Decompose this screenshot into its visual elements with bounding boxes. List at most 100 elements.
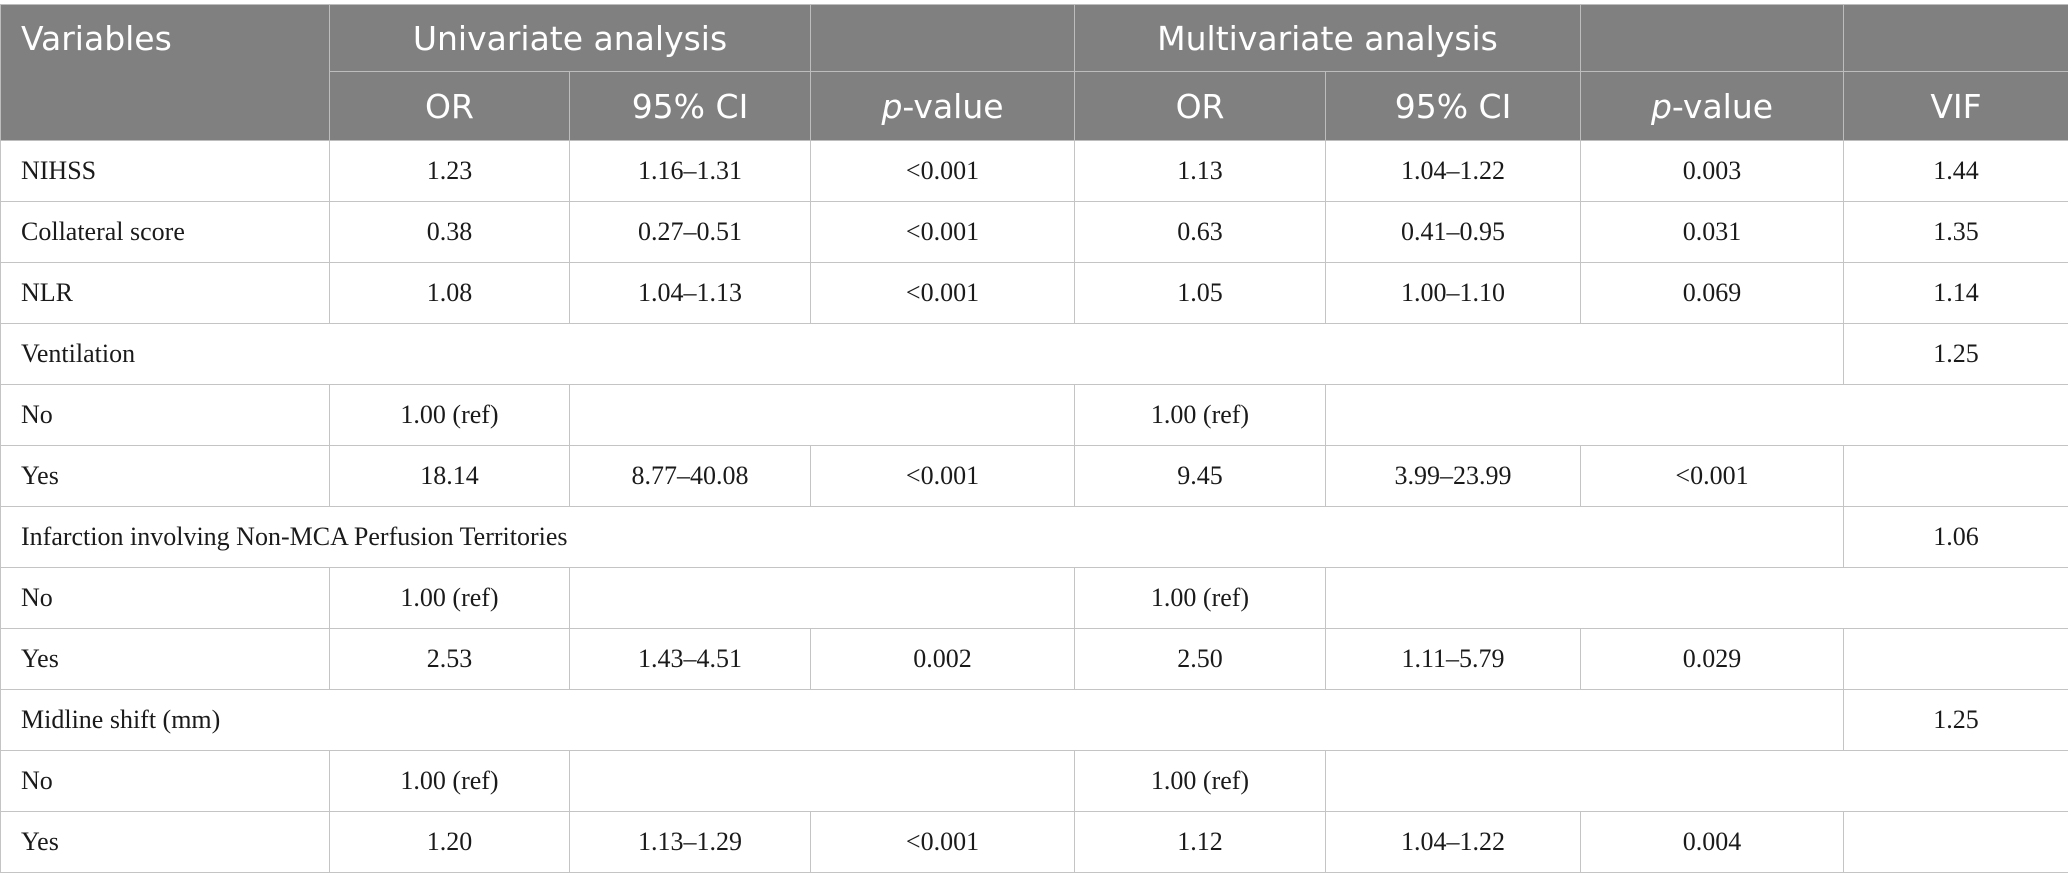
univariate-p: <0.001 [810,445,1076,507]
group-row: Midline shift (mm) 1.25 [0,689,2068,751]
regression-table: Variables Univariate analysis Multivaria… [0,4,2068,873]
header-multivariate: Multivariate analysis [1074,4,1582,72]
multivariate-or: 1.05 [1074,262,1327,324]
univariate-or: 1.08 [329,262,570,324]
header-univariate: Univariate analysis [328,4,812,72]
univariate-p: <0.001 [810,262,1076,324]
group-row: Infarction involving Non-MCA Perfusion T… [0,506,2068,568]
p-italic: p [881,86,903,126]
multivariate-p: 0.031 [1580,201,1845,263]
header-empty-3 [1843,4,2068,72]
table-row: NLR 1.08 1.04–1.13 <0.001 1.05 1.00–1.10… [0,262,2068,324]
multivariate-or: 9.45 [1074,445,1327,507]
header-multivariate-or: OR [1074,71,1327,141]
header-univariate-p: p-value [810,71,1076,141]
table-body: NIHSS 1.23 1.16–1.31 <0.001 1.13 1.04–1.… [0,140,2068,873]
univariate-or: 1.00 (ref) [329,384,570,446]
p-suffix: -value [1671,86,1774,126]
reference-row: No 1.00 (ref) 1.00 (ref) [0,567,2068,629]
univariate-p: <0.001 [810,811,1076,873]
row-label: Yes [0,445,330,507]
row-label: Yes [0,628,330,690]
group-label: Infarction involving Non-MCA Perfusion T… [0,506,1845,568]
empty-cell [568,750,1076,812]
reference-row: No 1.00 (ref) 1.00 (ref) [0,384,2068,446]
multivariate-or: 2.50 [1074,628,1327,690]
row-label: NIHSS [0,140,330,202]
univariate-or: 1.20 [329,811,570,873]
header-univariate-ci: 95% CI [568,71,812,141]
header-row-columns: OR 95% CI p-value OR 95% CI p-value VIF [1,71,2068,141]
univariate-or: 2.53 [329,628,570,690]
group-row: Ventilation 1.25 [0,323,2068,385]
header-vif: VIF [1843,71,2068,141]
univariate-or: 1.23 [329,140,570,202]
univariate-or: 1.00 (ref) [329,567,570,629]
group-label: Midline shift (mm) [0,689,1845,751]
row-label: Yes [0,811,330,873]
header-row-groups: Variables Univariate analysis Multivaria… [0,4,2068,141]
multivariate-or: 1.13 [1074,140,1327,202]
vif-value: 1.06 [1843,506,2068,568]
table-row: Yes 18.14 8.77–40.08 <0.001 9.45 3.99–23… [0,445,2068,507]
multivariate-ci: 3.99–23.99 [1325,445,1582,507]
table-header: Variables Univariate analysis Multivaria… [0,4,2068,141]
header-empty-1 [810,4,1076,72]
group-label: Ventilation [0,323,1845,385]
multivariate-ci: 1.04–1.22 [1325,811,1582,873]
empty-cell [1325,750,2068,812]
reference-row: No 1.00 (ref) 1.00 (ref) [0,750,2068,812]
vif-value: 1.35 [1843,201,2068,263]
multivariate-or: 1.00 (ref) [1074,567,1327,629]
multivariate-or: 1.00 (ref) [1074,750,1327,812]
row-label: No [0,384,330,446]
vif-value: 1.44 [1843,140,2068,202]
row-label: NLR [0,262,330,324]
header-multivariate-ci: 95% CI [1325,71,1582,141]
header-univariate-or: OR [329,71,570,141]
vif-value [1843,811,2068,873]
p-suffix: -value [902,86,1004,126]
multivariate-ci: 0.41–0.95 [1325,201,1582,263]
univariate-ci: 1.43–4.51 [568,628,812,690]
vif-value [1843,628,2068,690]
vif-value: 1.14 [1843,262,2068,324]
empty-cell [568,384,1076,446]
table-row: Yes 2.53 1.43–4.51 0.002 2.50 1.11–5.79 … [0,628,2068,690]
p-italic: p [1650,86,1672,126]
univariate-ci: 1.13–1.29 [568,811,812,873]
univariate-ci: 8.77–40.08 [568,445,812,507]
multivariate-ci: 1.04–1.22 [1325,140,1582,202]
header-variables: Variables [0,4,330,141]
table-row: Collateral score 0.38 0.27–0.51 <0.001 0… [0,201,2068,263]
empty-cell [568,567,1076,629]
multivariate-or: 1.12 [1074,811,1327,873]
table-row: NIHSS 1.23 1.16–1.31 <0.001 1.13 1.04–1.… [0,140,2068,202]
row-label: No [0,567,330,629]
vif-value [1843,445,2068,507]
empty-cell [1325,384,2068,446]
table-row: Yes 1.20 1.13–1.29 <0.001 1.12 1.04–1.22… [0,811,2068,873]
vif-value: 1.25 [1843,689,2068,751]
multivariate-p: 0.004 [1580,811,1845,873]
univariate-p: <0.001 [810,201,1076,263]
univariate-or: 1.00 (ref) [329,750,570,812]
univariate-p: 0.002 [810,628,1076,690]
multivariate-ci: 1.11–5.79 [1325,628,1582,690]
header-empty-2 [1580,4,1845,72]
univariate-ci: 0.27–0.51 [568,201,812,263]
multivariate-p: 0.069 [1580,262,1845,324]
row-label: No [0,750,330,812]
header-multivariate-p: p-value [1580,71,1845,141]
multivariate-ci: 1.00–1.10 [1325,262,1582,324]
univariate-or: 18.14 [329,445,570,507]
univariate-or: 0.38 [329,201,570,263]
multivariate-or: 0.63 [1074,201,1327,263]
univariate-ci: 1.16–1.31 [568,140,812,202]
row-label: Collateral score [0,201,330,263]
multivariate-p: <0.001 [1580,445,1845,507]
multivariate-p: 0.003 [1580,140,1845,202]
univariate-ci: 1.04–1.13 [568,262,812,324]
multivariate-p: 0.029 [1580,628,1845,690]
empty-cell [1325,567,2068,629]
